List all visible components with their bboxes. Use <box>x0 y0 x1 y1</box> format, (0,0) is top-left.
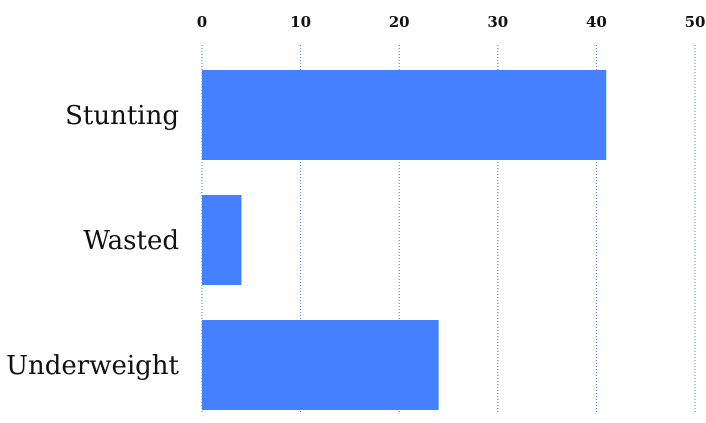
bar-stunting <box>202 70 607 160</box>
x-tick-label-10: 10 <box>290 13 311 31</box>
x-tick-label-40: 40 <box>586 13 607 31</box>
bars <box>202 70 607 410</box>
category-label-wasted: Wasted <box>83 226 179 256</box>
x-tick-label-30: 30 <box>487 13 508 31</box>
x-axis-ticks: 0 10 20 30 40 50 <box>197 13 706 31</box>
bar-underweight <box>202 320 439 410</box>
x-tick-label-20: 20 <box>389 13 410 31</box>
category-label-stunting: Stunting <box>65 101 179 131</box>
category-label-underweight: Underweight <box>6 351 179 381</box>
x-tick-label-50: 50 <box>685 13 706 31</box>
x-tick-label-0: 0 <box>197 13 207 31</box>
category-labels: Stunting Wasted Underweight <box>6 101 179 381</box>
bar-wasted <box>202 195 242 285</box>
